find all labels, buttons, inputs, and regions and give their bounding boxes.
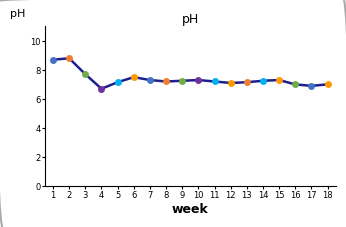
Title: pH: pH [182,13,199,26]
Text: pH: pH [10,9,26,19]
X-axis label: week: week [172,202,209,215]
